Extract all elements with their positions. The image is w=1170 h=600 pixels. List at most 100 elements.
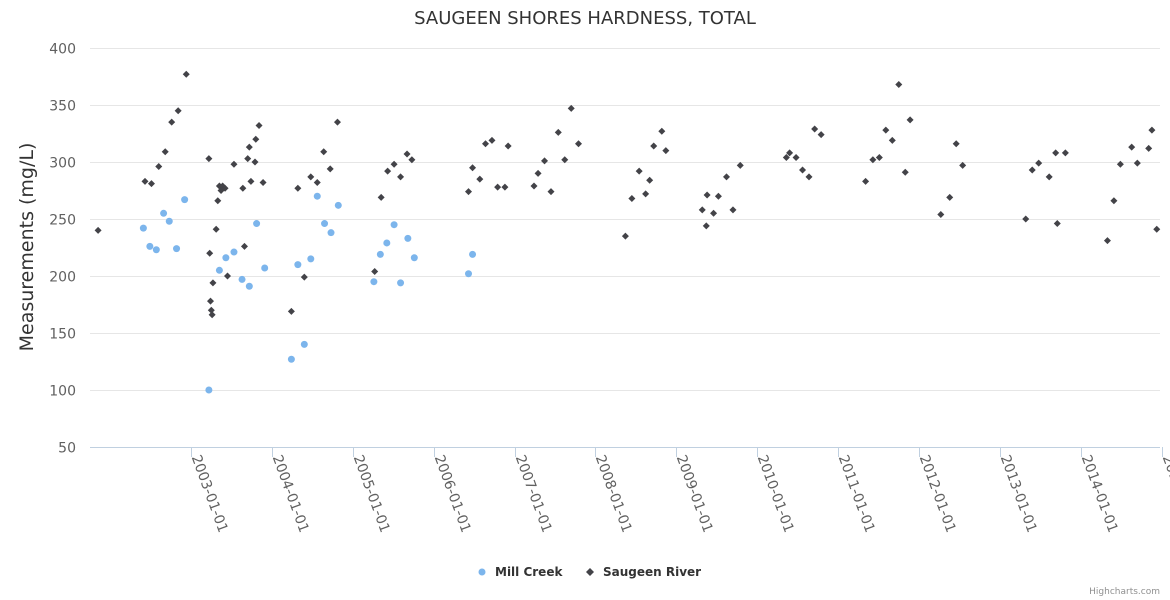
data-point[interactable] bbox=[300, 273, 308, 281]
data-point[interactable] bbox=[1052, 149, 1060, 157]
data-point[interactable] bbox=[239, 184, 247, 192]
data-point[interactable] bbox=[729, 206, 737, 214]
data-point[interactable] bbox=[1110, 197, 1118, 205]
data-point[interactable] bbox=[376, 250, 384, 258]
data-point[interactable] bbox=[646, 176, 654, 184]
data-point[interactable] bbox=[481, 140, 489, 148]
data-point[interactable] bbox=[261, 264, 269, 272]
data-point[interactable] bbox=[384, 167, 392, 175]
data-point[interactable] bbox=[397, 173, 405, 181]
data-point[interactable] bbox=[173, 245, 181, 253]
data-point[interactable] bbox=[906, 116, 914, 124]
data-point[interactable] bbox=[334, 201, 342, 209]
data-point[interactable] bbox=[244, 155, 252, 163]
data-point[interactable] bbox=[313, 179, 321, 187]
data-point[interactable] bbox=[658, 127, 666, 135]
data-point[interactable] bbox=[465, 188, 473, 196]
legend-item-mill-creek[interactable]: Mill Creek bbox=[478, 565, 564, 579]
data-point[interactable] bbox=[223, 272, 231, 280]
data-point[interactable] bbox=[245, 143, 253, 151]
data-point[interactable] bbox=[287, 355, 295, 363]
data-point[interactable] bbox=[152, 246, 160, 254]
data-point[interactable] bbox=[161, 148, 169, 156]
data-point[interactable] bbox=[799, 166, 807, 174]
data-point[interactable] bbox=[662, 147, 670, 155]
data-point[interactable] bbox=[710, 209, 718, 217]
data-point[interactable] bbox=[370, 278, 378, 286]
data-point[interactable] bbox=[326, 165, 334, 173]
data-point[interactable] bbox=[215, 266, 223, 274]
data-point[interactable] bbox=[155, 163, 163, 171]
data-point[interactable] bbox=[476, 175, 484, 183]
data-point[interactable] bbox=[390, 221, 398, 229]
data-point[interactable] bbox=[410, 254, 418, 262]
data-point[interactable] bbox=[946, 193, 954, 201]
data-point[interactable] bbox=[212, 225, 220, 233]
data-point[interactable] bbox=[469, 250, 477, 258]
data-point[interactable] bbox=[1148, 126, 1156, 134]
data-point[interactable] bbox=[408, 156, 416, 164]
data-point[interactable] bbox=[383, 239, 391, 247]
data-point[interactable] bbox=[300, 340, 308, 348]
data-point[interactable] bbox=[1145, 144, 1153, 152]
data-point[interactable] bbox=[253, 220, 261, 228]
data-point[interactable] bbox=[1103, 237, 1111, 245]
data-point[interactable] bbox=[209, 279, 217, 287]
data-point[interactable] bbox=[869, 156, 877, 164]
data-point[interactable] bbox=[208, 311, 216, 319]
data-point[interactable] bbox=[294, 261, 302, 269]
data-point[interactable] bbox=[501, 183, 509, 191]
data-point[interactable] bbox=[895, 80, 903, 88]
data-point[interactable] bbox=[94, 226, 102, 234]
data-point[interactable] bbox=[1061, 149, 1069, 157]
data-point[interactable] bbox=[397, 279, 405, 287]
data-point[interactable] bbox=[888, 136, 896, 144]
data-point[interactable] bbox=[168, 118, 176, 126]
data-point[interactable] bbox=[1053, 220, 1061, 228]
data-point[interactable] bbox=[307, 255, 315, 263]
data-point[interactable] bbox=[959, 161, 967, 169]
data-point[interactable] bbox=[1133, 159, 1141, 167]
data-point[interactable] bbox=[252, 135, 260, 143]
data-point[interactable] bbox=[165, 217, 173, 225]
data-point[interactable] bbox=[792, 153, 800, 161]
data-point[interactable] bbox=[230, 160, 238, 168]
data-point[interactable] bbox=[287, 307, 295, 315]
series-saugeen-river[interactable] bbox=[94, 70, 1161, 319]
data-point[interactable] bbox=[207, 306, 215, 314]
data-point[interactable] bbox=[206, 249, 214, 257]
data-point[interactable] bbox=[1022, 215, 1030, 223]
data-point[interactable] bbox=[333, 118, 341, 126]
legend-item-saugeen-river[interactable]: Saugeen River bbox=[586, 565, 701, 579]
data-point[interactable] bbox=[811, 125, 819, 133]
data-point[interactable] bbox=[561, 156, 569, 164]
data-point[interactable] bbox=[650, 142, 658, 150]
data-point[interactable] bbox=[307, 173, 315, 181]
data-point[interactable] bbox=[214, 197, 222, 205]
data-point[interactable] bbox=[205, 155, 213, 163]
data-point[interactable] bbox=[320, 148, 328, 156]
data-point[interactable] bbox=[504, 142, 512, 150]
data-point[interactable] bbox=[321, 220, 329, 228]
data-point[interactable] bbox=[782, 153, 790, 161]
data-point[interactable] bbox=[494, 183, 502, 191]
data-point[interactable] bbox=[327, 229, 335, 237]
data-point[interactable] bbox=[547, 188, 555, 196]
data-point[interactable] bbox=[182, 70, 190, 78]
data-point[interactable] bbox=[488, 136, 496, 144]
data-point[interactable] bbox=[628, 194, 636, 202]
data-point[interactable] bbox=[862, 177, 870, 185]
data-point[interactable] bbox=[952, 140, 960, 148]
data-point[interactable] bbox=[1116, 160, 1124, 168]
data-point[interactable] bbox=[698, 206, 706, 214]
credits-link[interactable]: Highcharts.com bbox=[1089, 587, 1160, 597]
data-point[interactable] bbox=[875, 153, 883, 161]
data-point[interactable] bbox=[817, 131, 825, 139]
data-point[interactable] bbox=[377, 193, 385, 201]
legend[interactable]: Mill Creek Saugeen River bbox=[478, 565, 702, 579]
data-point[interactable] bbox=[207, 297, 215, 305]
legend-label-saugeen-river[interactable]: Saugeen River bbox=[603, 565, 701, 579]
data-point[interactable] bbox=[465, 270, 473, 278]
data-point[interactable] bbox=[230, 248, 238, 256]
data-point[interactable] bbox=[1128, 143, 1136, 151]
